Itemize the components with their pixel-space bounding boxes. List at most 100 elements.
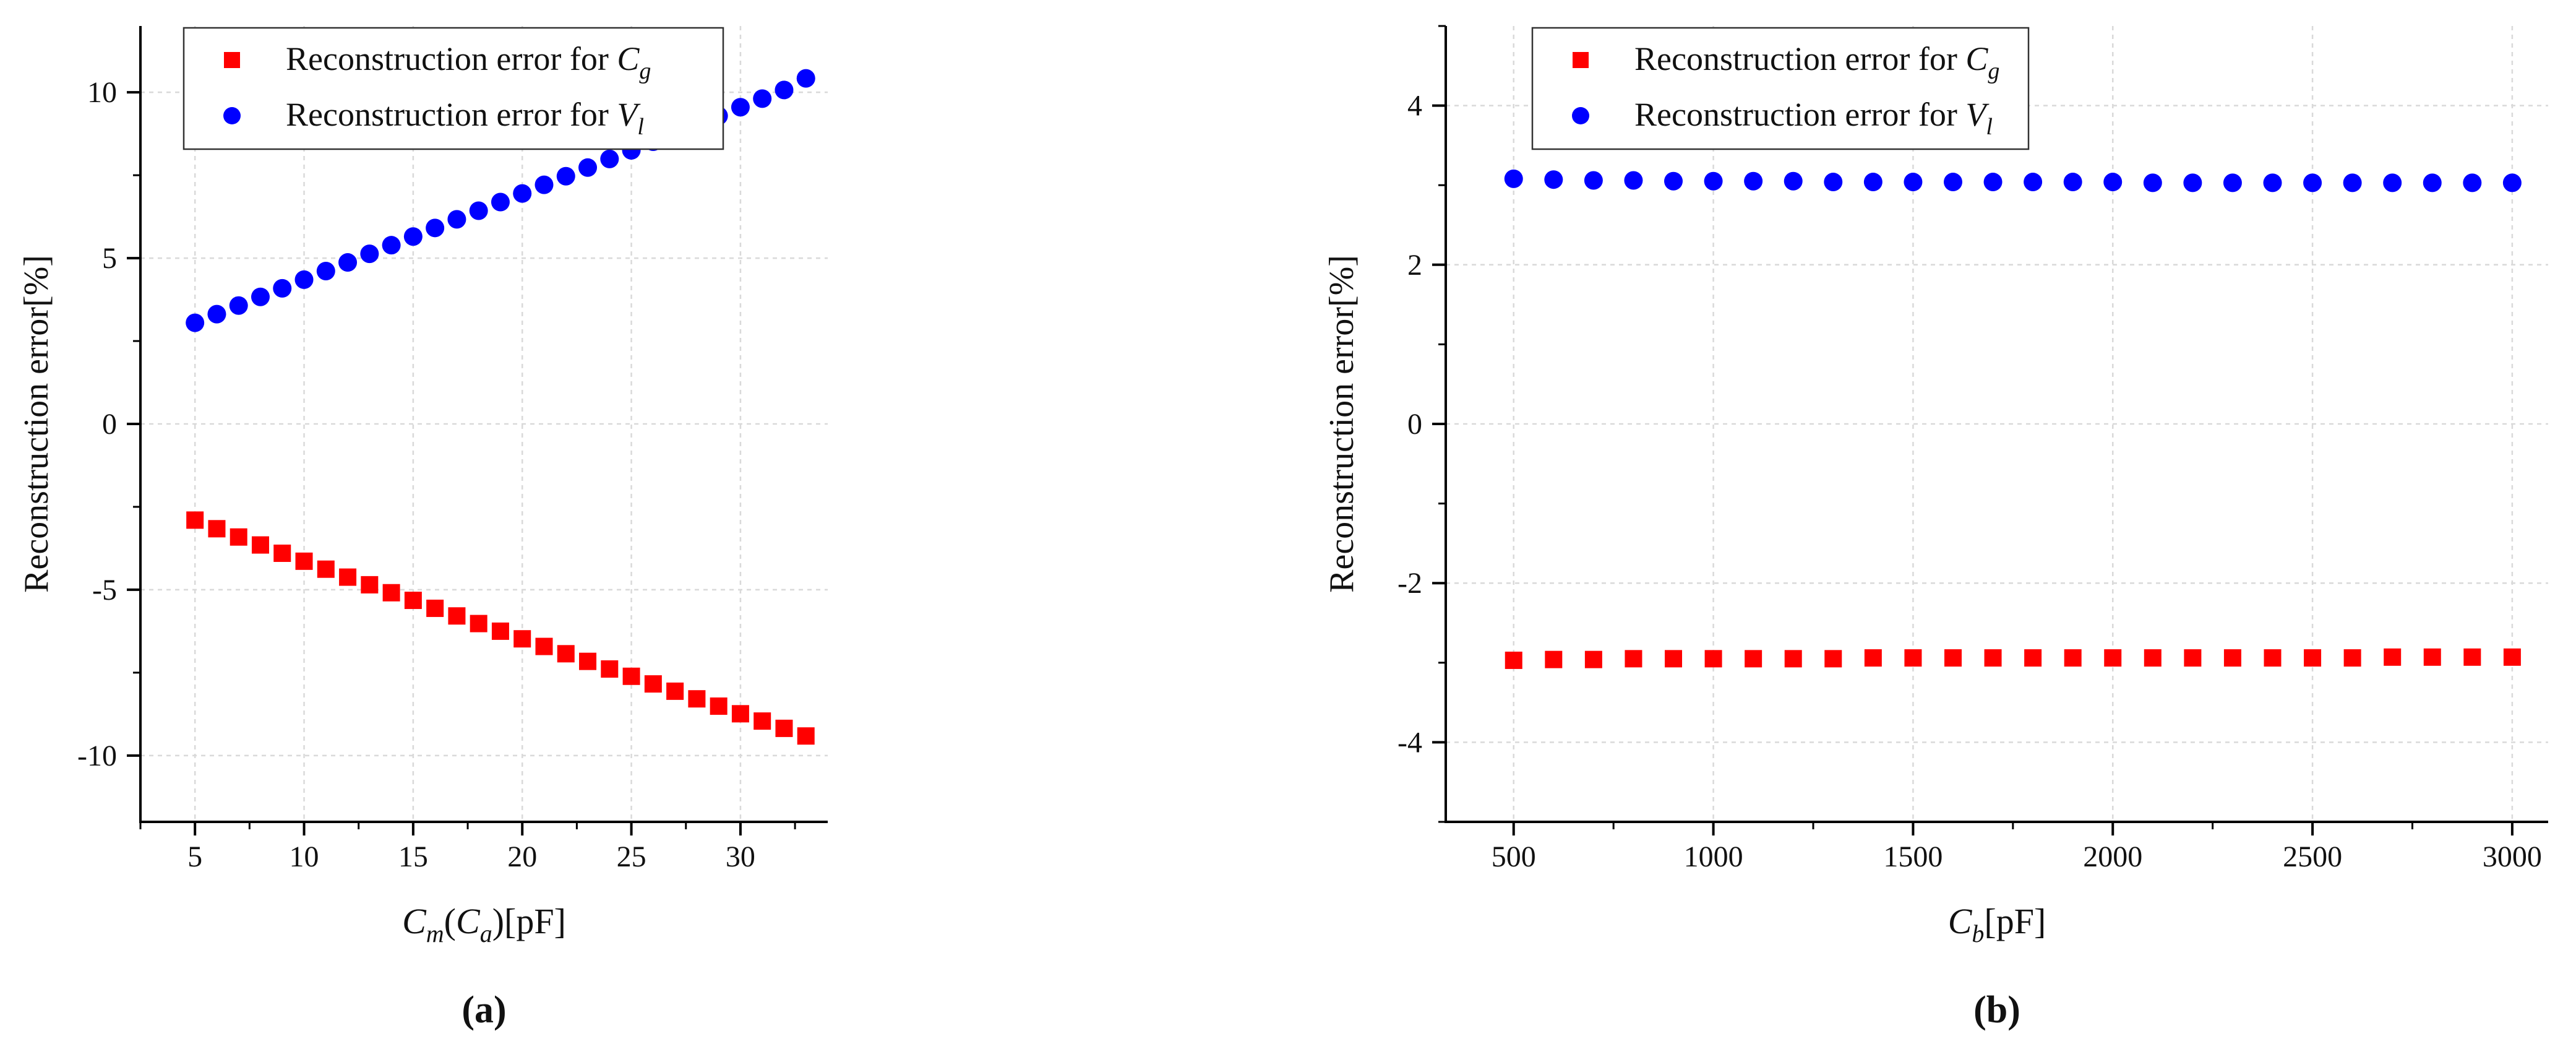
y-tick-label: 0 xyxy=(102,408,117,441)
y-tick-label: -10 xyxy=(77,740,117,772)
legend-label-symbol: C xyxy=(617,40,640,77)
data-point-vl xyxy=(1943,173,1962,192)
data-point-vl xyxy=(469,201,488,220)
x-tick-label: 30 xyxy=(726,840,755,873)
x-axis-label-symbol: C xyxy=(1948,901,1973,941)
data-point-vl xyxy=(2103,173,2123,192)
data-point-vl xyxy=(2423,173,2442,192)
data-point-vl xyxy=(186,313,205,332)
data-point-cg xyxy=(317,560,335,578)
x-axis-label-subscript: a xyxy=(480,920,492,948)
data-point-vl xyxy=(294,270,314,289)
x-tick-label: 500 xyxy=(1492,840,1536,873)
x-axis-label-subscript: m xyxy=(426,920,444,948)
data-point-cg xyxy=(208,520,226,538)
data-point-vl xyxy=(1784,171,1803,191)
data-point-cg xyxy=(339,568,357,586)
x-axis-label-paren: ( xyxy=(444,901,456,941)
data-point-cg xyxy=(1704,650,1722,668)
legend-label-subscript: g xyxy=(1988,58,1999,84)
data-point-vl xyxy=(273,278,292,298)
y-tick-label: -2 xyxy=(1397,567,1422,600)
series-cg xyxy=(186,511,815,745)
data-point-cg xyxy=(2264,649,2282,667)
x-tick-label: 2500 xyxy=(2283,840,2342,873)
data-point-vl xyxy=(775,80,794,100)
data-point-vl xyxy=(1704,171,1723,191)
data-point-vl xyxy=(360,244,379,264)
data-point-cg xyxy=(1784,650,1802,668)
data-point-vl xyxy=(1863,173,1883,192)
data-point-cg xyxy=(710,697,728,715)
data-point-cg xyxy=(1944,649,1962,667)
data-point-cg xyxy=(2184,649,2202,667)
data-point-vl xyxy=(2502,173,2522,192)
y-tick-label: 10 xyxy=(87,76,117,109)
data-point-cg xyxy=(230,528,247,546)
data-point-cg xyxy=(2223,649,2241,667)
x-tick-label: 10 xyxy=(290,840,319,873)
data-point-cg xyxy=(1904,649,1922,667)
data-point-cg xyxy=(666,682,684,700)
data-point-cg xyxy=(1864,649,1882,667)
data-point-vl xyxy=(1504,169,1523,188)
legend-marker-cg xyxy=(224,52,240,68)
data-point-cg xyxy=(426,599,444,617)
data-point-vl xyxy=(1983,173,2003,192)
legend-label-vl: Reconstruction error for Vl xyxy=(286,96,644,140)
data-point-vl xyxy=(1664,171,1683,191)
data-point-cg xyxy=(491,622,509,640)
legend-label-symbol: V xyxy=(1965,96,1990,133)
chart-panel-b: 500 1000 1500 2000 2500 3000 -4 -2 0 2 4 Reconstruc… xyxy=(1323,25,2548,1031)
data-point-cg xyxy=(273,544,291,562)
y-axis-label: Reconstruction error[%] xyxy=(17,255,56,593)
data-point-vl xyxy=(1904,173,1923,192)
legend-marker-vl xyxy=(223,107,241,124)
panel-label: (b) xyxy=(1973,989,2020,1031)
legend-label-cg: Reconstruction error for Cg xyxy=(286,40,651,84)
data-point-cg xyxy=(601,660,619,678)
x-tick-label: 15 xyxy=(398,840,428,873)
data-point-vl xyxy=(1824,173,1843,192)
data-point-cg xyxy=(2064,649,2082,667)
data-point-vl xyxy=(1584,171,1603,190)
legend-marker-cg xyxy=(1573,52,1589,68)
legend-label-text: Reconstruction error for xyxy=(286,40,617,77)
data-point-cg xyxy=(557,645,575,663)
x-tick-label: 2000 xyxy=(2083,840,2142,873)
data-point-vl xyxy=(2383,173,2402,192)
data-point-cg xyxy=(186,511,204,529)
legend-marker-vl xyxy=(1572,107,1589,124)
legend-label-text: Reconstruction error for xyxy=(286,96,617,133)
data-point-cg xyxy=(2343,649,2361,667)
legend-label-text: Reconstruction error for xyxy=(1634,40,1965,77)
y-tick-label: 5 xyxy=(102,242,117,275)
data-point-cg xyxy=(2423,648,2441,666)
legend-box xyxy=(1531,27,2030,150)
legend-label-symbol: C xyxy=(1965,40,1988,77)
data-point-vl xyxy=(556,166,575,186)
x-axis-label-unit: )[pF] xyxy=(492,901,566,941)
y-axis-label: Reconstruction error[%] xyxy=(1323,255,1361,593)
data-point-vl xyxy=(753,89,772,108)
data-point-cg xyxy=(579,652,597,670)
data-point-vl xyxy=(207,304,226,324)
data-point-cg xyxy=(251,536,269,554)
x-axis-label-symbol: C xyxy=(456,901,481,941)
data-point-vl xyxy=(2463,173,2482,192)
data-point-vl xyxy=(316,261,335,280)
data-point-vl xyxy=(2143,173,2162,192)
data-point-vl xyxy=(2183,173,2202,192)
y-tick-label: -4 xyxy=(1397,726,1422,759)
data-point-vl xyxy=(2024,173,2043,192)
data-point-cg xyxy=(404,592,422,610)
data-point-cg xyxy=(2024,649,2042,667)
data-point-cg xyxy=(644,675,662,693)
series-vl xyxy=(1504,169,2522,192)
data-point-cg xyxy=(2144,649,2162,667)
data-point-vl xyxy=(1624,171,1643,190)
data-point-cg xyxy=(688,690,706,708)
x-axis-label-unit: [pF] xyxy=(1984,901,2046,941)
data-point-vl xyxy=(447,210,466,229)
